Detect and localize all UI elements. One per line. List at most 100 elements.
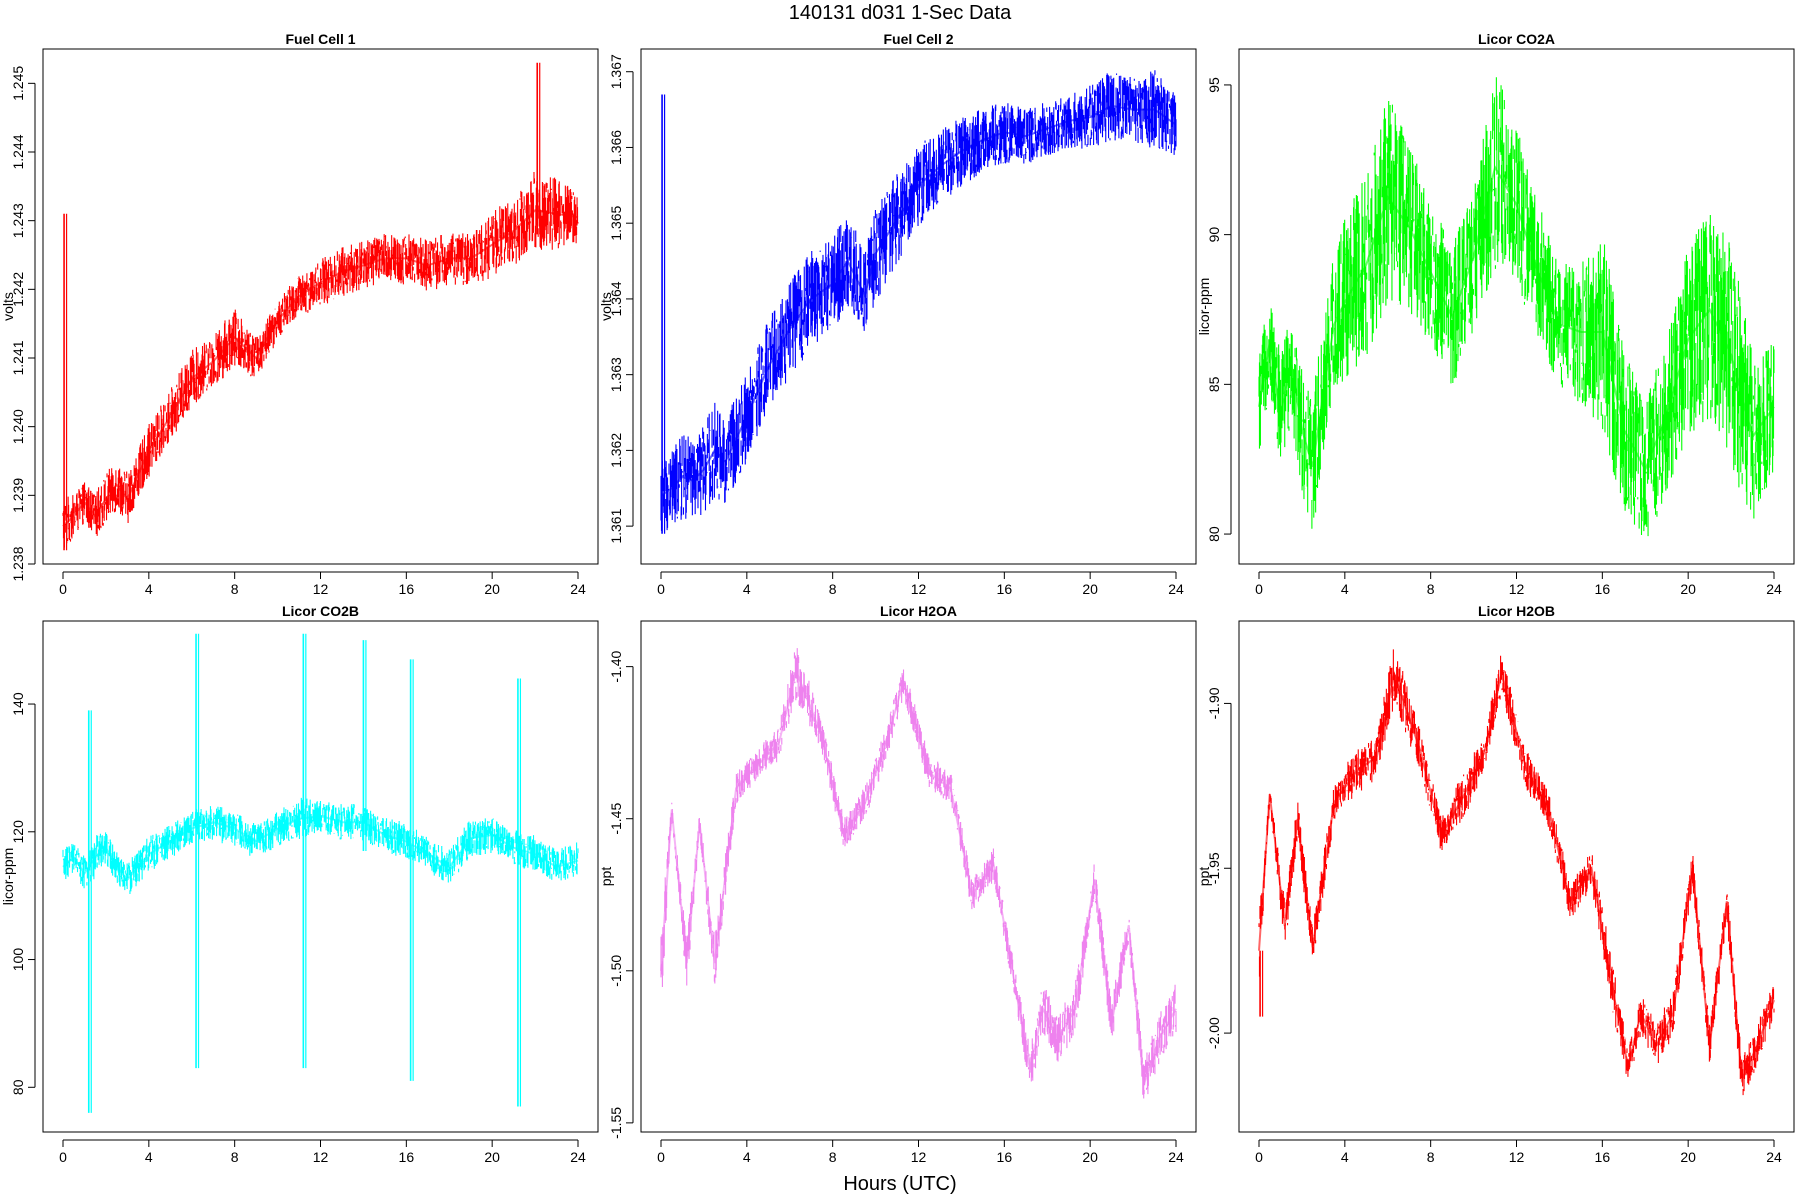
panel-title: Licor H2OB — [1478, 603, 1555, 619]
x-tick-label: 24 — [1168, 1149, 1184, 1165]
series-line — [62, 209, 579, 527]
plot-frame — [640, 48, 1197, 565]
series-line — [62, 814, 579, 882]
x-tick-label: 12 — [911, 581, 927, 597]
x-tick-label: 8 — [829, 1149, 837, 1165]
y-tick-label: 1.245 — [10, 66, 26, 101]
series-line — [660, 667, 1177, 1086]
y-axis-label: ppt — [1196, 867, 1212, 887]
plot-frame — [640, 620, 1197, 1133]
chart-panel: Licor CO2A licor-ppm 0 4 8 12 16 20 24 80 85 90 95 — [1196, 31, 1795, 597]
x-tick-label: 12 — [911, 1149, 927, 1165]
x-tick-label: 16 — [1595, 581, 1611, 597]
series-band — [62, 797, 579, 894]
x-tick-label: 16 — [1595, 1149, 1611, 1165]
y-tick-label: 80 — [1206, 526, 1222, 542]
plot-frame — [42, 48, 599, 565]
series-band — [660, 648, 1177, 1099]
x-tick-label: 4 — [145, 1149, 153, 1165]
x-tick-label: 12 — [313, 1149, 329, 1165]
plot-frame — [1238, 48, 1795, 565]
chart-panel: Fuel Cell 1 volts 0 4 8 12 16 20 24 1.238 1.239 1.2… — [0, 31, 599, 597]
y-tick-label: 1.242 — [10, 272, 26, 307]
y-tick-label: -1.95 — [1206, 852, 1222, 884]
y-tick-label: 85 — [1206, 376, 1222, 392]
y-axis-label: licor-ppm — [0, 848, 16, 906]
y-tick-label: -1.40 — [608, 650, 624, 682]
chart-panel: Licor H2OA ppt 0 4 8 12 16 20 24 -1.55 -1.50 -1.45 -… — [598, 603, 1197, 1165]
x-tick-label: 24 — [1766, 1149, 1782, 1165]
y-tick-label: 95 — [1206, 77, 1222, 93]
chart-panel: Fuel Cell 2 volts 0 4 8 12 16 20 24 1.361 1.362 1.3… — [598, 31, 1197, 597]
chart-panel: Licor H2OB ppt 0 4 8 12 16 20 24 -2.00 -1.95 -1.90 — [1196, 603, 1795, 1165]
y-axis-label: ppt — [598, 867, 614, 887]
x-tick-label: 4 — [145, 581, 153, 597]
series-band — [1258, 77, 1775, 537]
x-tick-label: 12 — [1509, 581, 1525, 597]
y-tick-label: -1.90 — [1206, 687, 1222, 719]
x-tick-label: 0 — [59, 581, 67, 597]
x-tick-label: 16 — [997, 1149, 1013, 1165]
y-tick-label: 1.361 — [608, 508, 624, 543]
y-tick-label: 1.362 — [608, 433, 624, 468]
x-tick-label: 12 — [1509, 1149, 1525, 1165]
x-tick-label: 0 — [1255, 1149, 1263, 1165]
panel-title: Fuel Cell 2 — [883, 31, 953, 47]
series-band — [1258, 649, 1775, 1096]
x-tick-label: 4 — [1341, 581, 1349, 597]
x-tick-label: 20 — [1082, 581, 1098, 597]
y-tick-label: 1.240 — [10, 409, 26, 444]
y-tick-label: 1.365 — [608, 205, 624, 240]
series-band — [62, 171, 579, 548]
panel-title: Fuel Cell 1 — [285, 31, 355, 47]
chart-panel: Licor CO2B licor-ppm 0 4 8 12 16 20 24 80 100 120 14… — [0, 603, 599, 1165]
y-tick-label: 1.244 — [10, 134, 26, 169]
panel-title: Licor CO2A — [1478, 31, 1555, 47]
x-tick-label: 12 — [313, 581, 329, 597]
series-band — [660, 70, 1177, 531]
y-tick-label: 90 — [1206, 227, 1222, 243]
y-tick-label: 1.238 — [10, 546, 26, 581]
y-tick-label: 1.239 — [10, 478, 26, 513]
x-tick-label: 4 — [743, 581, 751, 597]
series-line — [1258, 164, 1775, 473]
x-tick-label: 24 — [570, 581, 586, 597]
x-tick-label: 0 — [1255, 581, 1263, 597]
x-tick-label: 16 — [399, 1149, 415, 1165]
x-tick-label: 8 — [1427, 581, 1435, 597]
y-tick-label: 100 — [10, 948, 26, 972]
x-tick-label: 4 — [743, 1149, 751, 1165]
x-tick-label: 0 — [657, 1149, 665, 1165]
series-line — [1258, 669, 1775, 1084]
y-tick-label: -2.00 — [1206, 1017, 1222, 1049]
y-tick-label: 140 — [10, 692, 26, 716]
x-tick-label: 8 — [231, 1149, 239, 1165]
panel-title: Licor CO2B — [282, 603, 359, 619]
panel-title: Licor H2OA — [880, 603, 957, 619]
x-tick-label: 24 — [570, 1149, 586, 1165]
series-line — [660, 104, 1177, 497]
y-tick-label: 80 — [10, 1079, 26, 1095]
x-tick-label: 20 — [484, 1149, 500, 1165]
y-axis-label: licor-ppm — [1196, 278, 1212, 336]
y-tick-label: -1.50 — [608, 955, 624, 987]
y-tick-label: -1.45 — [608, 803, 624, 835]
x-tick-label: 24 — [1168, 581, 1184, 597]
figure-x-axis-label: Hours (UTC) — [843, 1173, 956, 1195]
y-axis-label: volts — [598, 292, 614, 321]
x-tick-label: 20 — [1680, 1149, 1696, 1165]
x-tick-label: 4 — [1341, 1149, 1349, 1165]
panels: Fuel Cell 1 volts 0 4 8 12 16 20 24 1.238 1.239 1.2… — [0, 31, 1795, 1165]
y-tick-label: 1.243 — [10, 203, 26, 238]
y-tick-label: 1.367 — [608, 54, 624, 89]
plot-frame — [42, 620, 599, 1133]
x-tick-label: 20 — [1680, 581, 1696, 597]
y-tick-label: 120 — [10, 820, 26, 844]
y-tick-label: -1.55 — [608, 1107, 624, 1139]
x-tick-label: 8 — [829, 581, 837, 597]
x-tick-label: 20 — [484, 581, 500, 597]
plot-frame — [1238, 620, 1795, 1133]
x-tick-label: 0 — [59, 1149, 67, 1165]
y-tick-label: 1.363 — [608, 357, 624, 392]
